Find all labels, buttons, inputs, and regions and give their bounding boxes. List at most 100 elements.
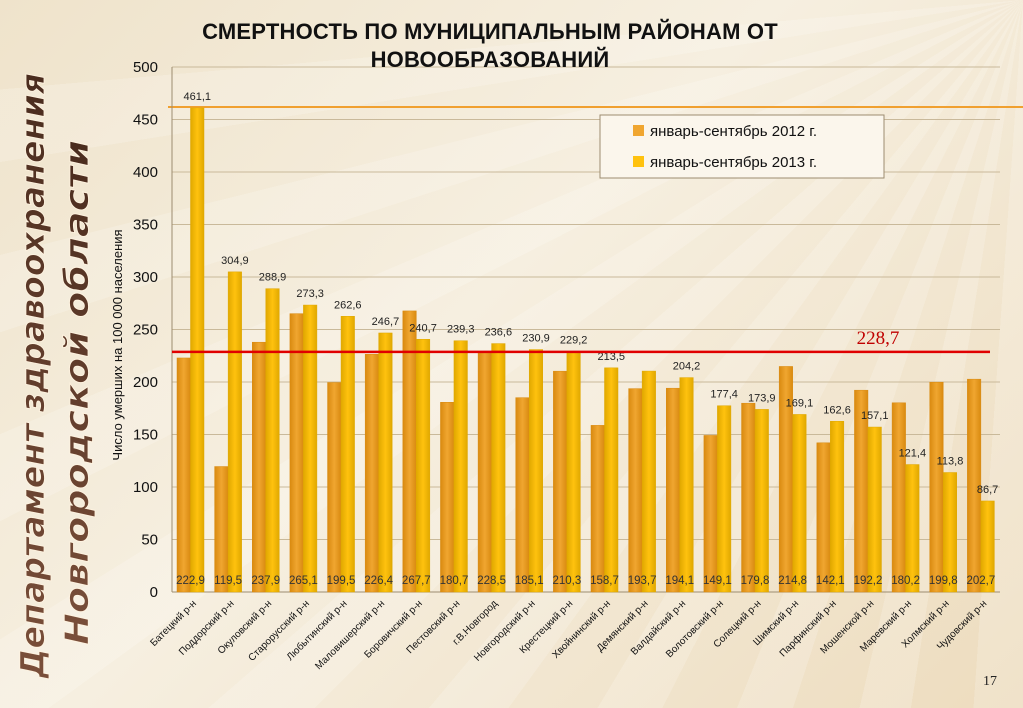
y-tick-label: 350 <box>133 217 158 234</box>
bar-2013 <box>453 340 468 593</box>
data-label-2012: 192,2 <box>854 575 883 587</box>
reference-line-label: 228,7 <box>857 328 900 349</box>
bar-2012 <box>289 313 304 593</box>
y-tick-label: 450 <box>133 112 158 129</box>
legend-box <box>599 114 885 179</box>
data-label-2013: 273,3 <box>296 288 324 300</box>
data-label-2013: 239,3 <box>447 324 475 336</box>
bar-2013 <box>830 421 845 593</box>
bar-2012 <box>816 442 831 593</box>
data-label-2013: 229,2 <box>560 334 588 346</box>
y-tick-label: 400 <box>133 164 158 181</box>
bar-2013 <box>227 271 242 593</box>
bar-2012 <box>214 466 229 593</box>
data-label-2013: 230,9 <box>522 333 550 345</box>
legend-swatch-2012 <box>633 125 644 136</box>
slide-title-line1: СМЕРТНОСТЬ ПО МУНИЦИПАЛЬНЫМ РАЙОНАМ ОТ <box>202 19 778 44</box>
slide-title-line2: НОВООБРАЗОВАНИЙ <box>370 47 610 72</box>
bar-2013 <box>905 464 920 593</box>
legend-swatch-2013 <box>633 156 644 167</box>
bar-2012 <box>590 425 605 593</box>
bar-2012 <box>891 402 906 593</box>
data-label-2013: 461,1 <box>183 91 211 103</box>
data-label-2013: 113,8 <box>937 456 964 468</box>
bar-2013 <box>942 472 957 593</box>
bar-2012 <box>515 397 530 593</box>
bar-2013 <box>717 405 732 593</box>
bar-2012 <box>176 357 191 593</box>
bar-2012 <box>666 387 681 593</box>
data-label-2012: 265,1 <box>289 575 318 587</box>
data-label-2012: 185,1 <box>515 575 544 587</box>
data-label-2012: 222,9 <box>176 575 205 587</box>
bar-2013 <box>528 349 543 593</box>
bar-2013 <box>792 414 807 593</box>
data-label-2012: 267,7 <box>402 575 431 587</box>
data-label-2012: 149,1 <box>703 575 732 587</box>
data-label-2013: 173,9 <box>748 392 776 404</box>
data-label-2012: 194,1 <box>665 575 694 587</box>
data-label-2013: 157,1 <box>861 410 889 422</box>
legend-label-2013: январь-сентябрь 2013 г. <box>650 154 817 171</box>
title-underline <box>168 106 1023 108</box>
page-number: 17 <box>983 674 997 689</box>
y-tick-label: 300 <box>133 269 158 286</box>
bar-2013 <box>378 332 393 593</box>
bar-2013 <box>679 377 694 593</box>
y-tick-label: 0 <box>150 584 158 601</box>
bar-2013 <box>754 409 769 593</box>
data-label-2013: 213,5 <box>597 351 625 363</box>
data-label-2012: 202,7 <box>966 575 995 587</box>
data-label-2013: 304,9 <box>221 255 249 267</box>
data-label-2013: 169,1 <box>786 397 814 409</box>
data-label-2012: 142,1 <box>816 575 845 587</box>
data-label-2012: 193,7 <box>628 575 657 587</box>
data-label-2013: 288,9 <box>259 272 287 284</box>
y-tick-label: 200 <box>133 374 158 391</box>
data-label-2012: 214,8 <box>778 575 807 587</box>
bar-2013 <box>416 339 431 593</box>
data-label-2013: 121,4 <box>899 448 927 460</box>
y-tick-label: 500 <box>133 59 158 76</box>
y-axis-label: Число умерших на 100 000 населения <box>110 229 125 460</box>
data-label-2013: 262,6 <box>334 299 362 311</box>
data-label-2012: 199,5 <box>327 575 356 587</box>
category-label: Маловишерский р-н <box>313 598 387 672</box>
data-label-2012: 199,8 <box>929 575 958 587</box>
data-label-2012: 179,8 <box>741 575 770 587</box>
bar-2012 <box>929 381 944 593</box>
bar-2013 <box>867 426 882 593</box>
y-tick-label: 150 <box>133 427 158 444</box>
bar-2013 <box>303 304 318 593</box>
bar-2012 <box>703 435 718 593</box>
data-label-2012: 228,5 <box>477 575 506 587</box>
data-label-2012: 237,9 <box>251 575 280 587</box>
data-label-2012: 180,2 <box>891 575 920 587</box>
data-label-2012: 119,5 <box>214 575 242 587</box>
side-title-line2: Новгородской области <box>57 140 96 645</box>
bar-2013 <box>566 351 581 593</box>
bar-2013 <box>265 288 280 593</box>
bar-2012 <box>327 382 342 593</box>
bar-2012 <box>967 378 982 593</box>
data-label-2012: 226,4 <box>364 575 393 587</box>
bar-2013 <box>641 370 656 593</box>
bar-2013 <box>190 107 205 593</box>
data-label-2013: 240,7 <box>409 322 437 334</box>
legend-label-2012: январь-сентябрь 2012 г. <box>650 123 817 140</box>
data-label-2013: 86,7 <box>977 484 998 496</box>
bar-2013 <box>340 316 355 593</box>
bar-2012 <box>741 402 756 593</box>
bar-2012 <box>440 402 455 593</box>
bar-2012 <box>628 388 643 593</box>
data-label-2013: 246,7 <box>372 316 400 328</box>
bar-2012 <box>553 370 568 593</box>
department-side-title: Департамент здравоохранения Новгородской… <box>6 60 98 690</box>
bar-2012 <box>364 354 379 593</box>
legend: январь-сентябрь 2012 г. январь-сентябрь 2… <box>599 114 885 179</box>
data-label-2013: 162,6 <box>823 404 851 416</box>
data-label-2013: 204,2 <box>673 361 701 373</box>
slide-title: СМЕРТНОСТЬ ПО МУНИЦИПАЛЬНЫМ РАЙОНАМ ОТ Н… <box>170 18 810 74</box>
data-label-2012: 158,7 <box>590 575 619 587</box>
